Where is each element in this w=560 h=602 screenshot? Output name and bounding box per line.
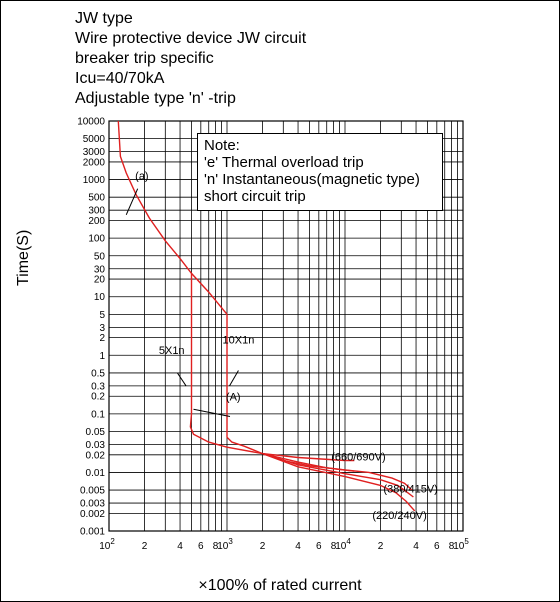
x-tick-label: 2 xyxy=(378,541,384,552)
y-tick-label: 30 xyxy=(94,264,106,275)
y-tick-label: 0.05 xyxy=(86,427,106,438)
annotation-label: 5X1n xyxy=(159,345,185,357)
y-tick-label: 1 xyxy=(99,351,105,362)
y-tick-label: 0.003 xyxy=(80,499,105,510)
annotation-label: (A) xyxy=(226,391,241,403)
note-box: Note:'e' Thermal overload trip'n' Instan… xyxy=(197,133,443,211)
y-tick-label: 3 xyxy=(99,323,105,334)
note-line: 'n' Instantaneous(magnetic type) xyxy=(204,171,420,188)
curve-series xyxy=(262,452,416,512)
x-tick-base: 10 xyxy=(217,541,229,552)
annotation-label: (660/690V) xyxy=(331,451,385,463)
curve-series xyxy=(226,314,413,491)
annotation-label: (a) xyxy=(135,171,148,183)
x-tick-exponent: 4 xyxy=(346,537,351,546)
curve-series xyxy=(117,120,228,315)
x-tick-exponent: 3 xyxy=(228,537,233,546)
curve-series xyxy=(262,452,355,472)
x-tick-label: 4 xyxy=(295,541,301,552)
y-tick-label: 0.002 xyxy=(80,509,105,520)
y-tick-label: 100 xyxy=(88,234,105,245)
x-tick-label: 4 xyxy=(177,541,183,552)
x-tick-label: 8 xyxy=(331,541,337,552)
x-tick-label: 6 xyxy=(316,541,322,552)
header-line: breaker trip specific xyxy=(75,50,214,67)
header-line: JW type xyxy=(75,10,133,27)
y-tick-label: 10000 xyxy=(77,117,105,128)
header-line: Adjustable type 'n' -trip xyxy=(75,90,236,107)
x-tick-label: 6 xyxy=(434,541,440,552)
y-tick-label: 0.02 xyxy=(86,450,106,461)
x-tick-exponent: 5 xyxy=(464,537,469,546)
annotation-leader xyxy=(176,372,187,387)
y-tick-label: 0.001 xyxy=(80,527,105,538)
y-tick-label: 300 xyxy=(88,206,105,217)
y-tick-label: 20 xyxy=(94,275,106,286)
x-tick-label: 2 xyxy=(260,541,266,552)
header-line: Icu=40/70kA xyxy=(75,70,165,87)
y-tick-label: 500 xyxy=(88,193,105,204)
x-tick-label: 4 xyxy=(413,541,419,552)
curve-series xyxy=(189,273,355,462)
y-tick-label: 0.5 xyxy=(91,368,105,379)
x-tick-label: 103 xyxy=(217,537,233,552)
annotation-label: (220/240V) xyxy=(372,510,426,522)
y-tick-label: 0.03 xyxy=(86,440,106,451)
y-tick-label: 50 xyxy=(94,251,106,262)
y-tick-label: 1000 xyxy=(83,175,106,186)
x-tick-base: 10 xyxy=(99,541,111,552)
y-tick-label: 5000 xyxy=(83,134,106,145)
y-tick-label: 3000 xyxy=(83,147,106,158)
annotation-label: (380/415V) xyxy=(383,484,437,496)
y-tick-label: 200 xyxy=(88,216,105,227)
x-tick-label: 8 xyxy=(213,541,219,552)
x-tick-label: 8 xyxy=(449,541,455,552)
y-axis-label: Time(S) xyxy=(15,229,32,286)
y-tick-label: 0.005 xyxy=(80,486,105,497)
x-axis-label: ×100% of rated current xyxy=(198,577,362,594)
note-line: 'e' Thermal overload trip xyxy=(204,154,364,171)
y-tick-label: 0.1 xyxy=(91,409,105,420)
annotation-label: 10X1n xyxy=(223,334,255,346)
x-tick-label: 6 xyxy=(198,541,204,552)
note-line: short circuit trip xyxy=(204,188,306,205)
y-tick-label: 10 xyxy=(94,292,106,303)
annotation-leader xyxy=(193,408,231,418)
y-tick-label: 2000 xyxy=(83,157,106,168)
x-tick-label: 102 xyxy=(99,537,115,552)
note-line: Note: xyxy=(204,137,240,154)
x-tick-base: 10 xyxy=(335,541,347,552)
annotation-leader xyxy=(229,370,239,387)
x-tick-label: 104 xyxy=(335,537,351,552)
plot-frame xyxy=(108,120,464,532)
header-line: Wire protective device JW circuit xyxy=(75,30,307,47)
x-tick-label: 105 xyxy=(453,537,469,552)
curve-series xyxy=(262,452,414,498)
y-tick-label: 0.3 xyxy=(91,381,105,392)
x-tick-exponent: 2 xyxy=(110,537,115,546)
x-tick-base: 10 xyxy=(453,541,465,552)
y-tick-label: 0.2 xyxy=(91,392,105,403)
y-tick-label: 2 xyxy=(99,333,105,344)
y-tick-label: 5 xyxy=(99,310,105,321)
x-tick-label: 2 xyxy=(142,541,148,552)
y-tick-label: 0.01 xyxy=(86,468,106,479)
annotation-leader xyxy=(125,188,139,216)
